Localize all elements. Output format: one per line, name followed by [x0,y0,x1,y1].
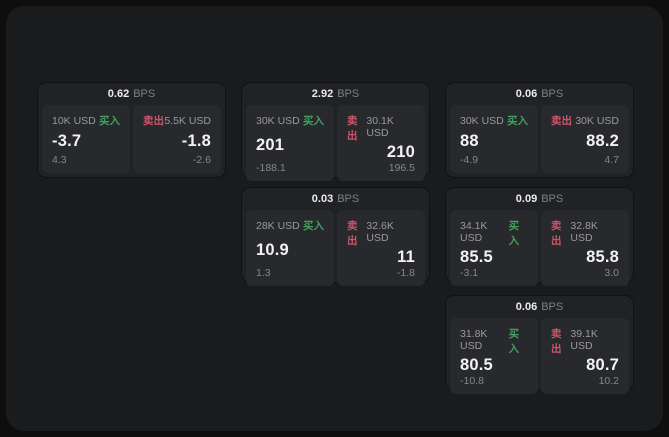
sell-price: 11 [397,248,415,266]
buy-panel[interactable]: 10K USD 买入 -3.7 4.3 [42,105,130,173]
sell-panel[interactable]: 卖出 39.1K USD 80.7 10.2 [541,318,629,394]
quote-panels: 30K USD 买入 201 -188.1 卖出 30.1K USD 210 1… [242,105,429,185]
spread-header: 0.06 BPS [446,83,633,105]
sell-amount: 30K USD [575,115,619,127]
sell-delta: 4.7 [604,154,619,166]
quote-card: 0.03 BPS 28K USD 买入 10.9 1.3 卖出 32.6K US… [242,188,429,286]
sell-panel[interactable]: 卖出 5.5K USD -1.8 -2.6 [133,105,221,173]
quotes-panel: 0.62 BPS 10K USD 买入 -3.7 4.3 卖出 5.5K USD… [6,6,663,431]
quote-panels: 31.8K USD 买入 80.5 -10.8 卖出 39.1K USD 80.… [446,318,633,398]
sell-amount: 32.6K USD [366,220,394,244]
buy-delta: -188.1 [256,162,286,174]
spread-header: 0.03 BPS [242,188,429,210]
spread-header: 0.09 BPS [446,188,633,210]
buy-price: 85.5 [460,248,493,266]
buy-panel[interactable]: 30K USD 买入 201 -188.1 [246,105,334,181]
quote-panels: 30K USD 买入 88 -4.9 卖出 30K USD 88.2 4.7 [446,105,633,177]
buy-price: -3.7 [52,131,82,150]
buy-amount: 28K USD [256,220,300,232]
sell-side-label: 卖出 [347,115,358,142]
buy-panel[interactable]: 31.8K USD 买入 80.5 -10.8 [450,318,538,394]
buy-price: 88 [460,131,479,150]
spread-value: 0.06 [515,301,538,313]
sell-price: 80.7 [586,356,619,374]
bps-unit-label: BPS [337,193,360,205]
buy-amount: 30K USD [460,115,504,127]
sell-delta: -1.8 [396,267,415,279]
sell-delta: 10.2 [598,375,619,387]
quote-card: 0.09 BPS 34.1K USD 买入 85.5 -3.1 卖出 32.8K… [446,188,633,286]
sell-delta: -2.6 [192,154,211,166]
sell-amount: 32.8K USD [570,220,598,244]
buy-delta: -4.9 [460,154,479,166]
buy-side-label: 买入 [99,115,120,127]
sell-side-label: 卖出 [551,328,562,355]
quote-panels: 34.1K USD 买入 85.5 -3.1 卖出 32.8K USD 85.8… [446,210,633,290]
buy-panel[interactable]: 28K USD 买入 10.9 1.3 [246,210,334,286]
sell-amount: 5.5K USD [164,115,211,127]
quote-card: 0.06 BPS 31.8K USD 买入 80.5 -10.8 卖出 39.1… [446,296,633,394]
quote-panels: 28K USD 买入 10.9 1.3 卖出 32.6K USD 11 -1.8 [242,210,429,290]
buy-side-label: 买入 [508,220,520,247]
spread-value: 0.09 [515,193,538,205]
buy-amount: 34.1K USD [460,220,488,244]
sell-delta: 3.0 [604,267,619,279]
sell-panel[interactable]: 卖出 30.1K USD 210 196.5 [337,105,425,181]
buy-panel[interactable]: 30K USD 买入 88 -4.9 [450,105,538,173]
buy-delta: 4.3 [52,154,67,166]
quote-card: 0.06 BPS 30K USD 买入 88 -4.9 卖出 30K USD 8… [446,83,633,177]
buy-side-label: 买入 [303,220,324,232]
buy-amount: 30K USD [256,115,300,127]
buy-price: 10.9 [256,240,289,259]
buy-side-label: 买入 [303,115,324,127]
sell-side-label: 卖出 [143,115,164,127]
sell-amount: 39.1K USD [570,328,598,352]
sell-panel[interactable]: 卖出 30K USD 88.2 4.7 [541,105,629,173]
bps-unit-label: BPS [337,88,360,100]
sell-panel[interactable]: 卖出 32.8K USD 85.8 3.0 [541,210,629,286]
buy-price: 201 [256,135,285,154]
buy-delta: -10.8 [460,375,484,387]
sell-side-label: 卖出 [347,220,358,247]
buy-price: 80.5 [460,356,493,374]
spread-value: 0.62 [107,88,130,100]
quote-card: 2.92 BPS 30K USD 买入 201 -188.1 卖出 30.1K … [242,83,429,181]
buy-side-label: 买入 [508,328,520,355]
buy-panel[interactable]: 34.1K USD 买入 85.5 -3.1 [450,210,538,286]
buy-amount: 31.8K USD [460,328,488,352]
bps-unit-label: BPS [541,301,564,313]
spread-value: 0.03 [311,193,334,205]
sell-side-label: 卖出 [551,220,562,247]
bps-unit-label: BPS [541,88,564,100]
spread-header: 2.92 BPS [242,83,429,105]
spread-header: 0.06 BPS [446,296,633,318]
buy-amount: 10K USD [52,115,96,127]
sell-price: 210 [386,143,415,161]
buy-side-label: 买入 [507,115,528,127]
sell-amount: 30.1K USD [366,115,394,139]
quote-card: 0.62 BPS 10K USD 买入 -3.7 4.3 卖出 5.5K USD… [38,83,225,177]
quote-panels: 10K USD 买入 -3.7 4.3 卖出 5.5K USD -1.8 -2.… [38,105,225,177]
buy-delta: -3.1 [460,267,479,279]
spread-value: 0.06 [515,88,538,100]
spread-value: 2.92 [311,88,334,100]
sell-panel[interactable]: 卖出 32.6K USD 11 -1.8 [337,210,425,286]
sell-price: 85.8 [586,248,619,266]
sell-delta: 196.5 [388,162,415,174]
buy-delta: 1.3 [256,267,271,279]
sell-side-label: 卖出 [551,115,572,127]
spread-header: 0.62 BPS [38,83,225,105]
bps-unit-label: BPS [133,88,156,100]
sell-price: -1.8 [181,131,211,150]
bps-unit-label: BPS [541,193,564,205]
sell-price: 88.2 [586,131,619,150]
